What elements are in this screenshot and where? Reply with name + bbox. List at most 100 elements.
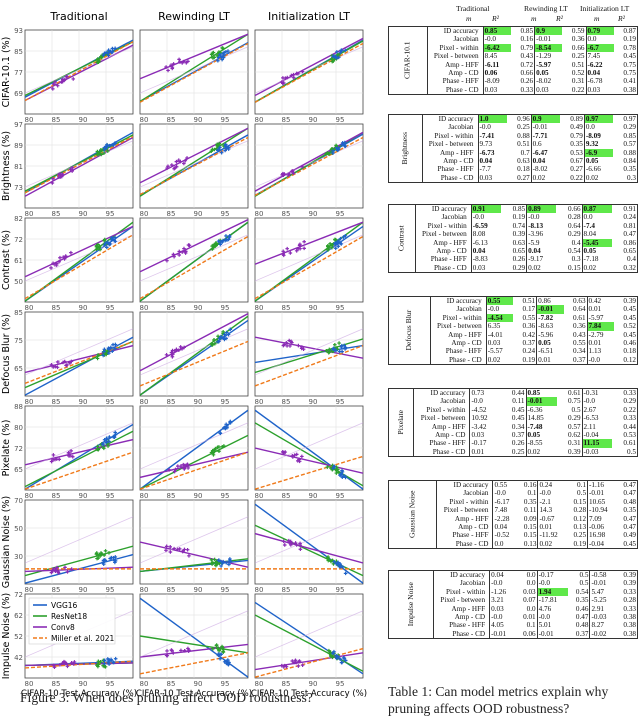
conv-point [171, 651, 176, 655]
metric-value: -5.57 [487, 347, 503, 356]
resnet-point [325, 465, 330, 469]
x-tick-label: 95 [336, 210, 345, 218]
table-row: Pixel - within -7.41 0.88 -7.71 0.79 -8.09 0.8… [389, 131, 638, 141]
metric-value: -6.22 [587, 60, 603, 69]
metric-value: -6.11 [484, 60, 500, 69]
metric-label: Phase - CD [436, 539, 494, 549]
metric-value: 14.85 [527, 414, 544, 423]
metric-value: 0.91 [471, 204, 501, 214]
vgg-point [342, 343, 347, 348]
metric-value: 0.33 [623, 604, 636, 613]
block-label: Gaussian Noise [388, 480, 438, 549]
metric-value: 5.01 [538, 621, 552, 630]
trend-lines [255, 37, 363, 103]
metric-value: 0.22 [559, 173, 585, 183]
conv-point [285, 344, 289, 348]
metric-value: 0.24 [539, 481, 553, 489]
conv-point [72, 660, 77, 664]
vgg-point [334, 656, 339, 661]
conv-point [287, 172, 292, 176]
vgg-point [339, 660, 344, 665]
metric-value: -6.36 [527, 405, 543, 414]
conv-point [55, 568, 59, 573]
x-tick-label: 90 [309, 586, 318, 594]
vgg-point [338, 473, 342, 478]
vgg-point [102, 658, 107, 663]
metric-value: 0.31 [557, 439, 583, 448]
resnet-point [102, 151, 106, 156]
resnet-point [94, 243, 99, 248]
conv-point [298, 246, 302, 251]
metric-value: 0.62 [557, 431, 583, 440]
metric-label: Phase - CD [413, 447, 471, 457]
resnet-point [94, 551, 99, 555]
reference-line [140, 516, 248, 564]
x-tick-label: 80 [255, 304, 264, 312]
metric-label: Amp - HFF [430, 330, 487, 340]
table-row: Phase - CD -0.01 0.06 -0.01 0.37 -0.02 0.38 [389, 629, 638, 639]
metric-value: 0.46 [567, 604, 591, 614]
resnet-trend-line [25, 41, 133, 97]
vgg-point [110, 46, 115, 51]
vgg-point [112, 435, 116, 439]
table-row: Amp - HFF -2.28 0.09 -0.67 0.12 7.09 0.47 [389, 514, 638, 524]
conv-point [53, 80, 57, 84]
legend-label: ResNet18 [51, 612, 87, 621]
conv-point [302, 246, 306, 251]
metric-value: 0.33 [510, 85, 536, 95]
table-row: Amp - HFF -3.42 0.34 -7.48 0.57 2.11 0.44 [389, 422, 638, 432]
metric-value: 0.03 [479, 173, 493, 182]
resnet-trend-line [140, 33, 248, 102]
metric-value: 0.85 [500, 204, 528, 214]
metric-value: -0.58 [591, 571, 607, 579]
conv-point [174, 164, 179, 169]
conv-point [294, 452, 299, 457]
table-row: Brightness ID accuracy 1.0 0.96 0.9 0.89 0.97 0… [388, 114, 638, 183]
x-tick-label: 95 [336, 586, 345, 594]
x-tick-label: 80 [140, 680, 149, 688]
metric-value: -7.18 [583, 255, 599, 264]
conv-point [185, 462, 189, 467]
vgg-point [218, 52, 222, 57]
vgg-point [224, 146, 229, 151]
conv-point [180, 61, 185, 65]
vgg-point [107, 439, 111, 444]
metric-value: 8.04 [583, 230, 597, 239]
metric-value: 0.04 [494, 523, 508, 532]
metric-value: 0.01 [539, 523, 553, 532]
vgg-point [104, 440, 109, 445]
metric-value: 0.63 [506, 157, 532, 166]
metric-label: Pixel - between [436, 506, 494, 515]
table-row: Jacobian -0.0 0.11 -0.01 0.75 -0.0 0.29 [389, 397, 638, 406]
y-tick-label: 65 [14, 466, 23, 474]
table-subheader: m [594, 14, 600, 23]
conv-point [174, 347, 179, 352]
x-tick-label: 95 [106, 492, 115, 500]
conv-trend-line [255, 447, 363, 474]
x-tick-label: 85 [167, 304, 176, 312]
table-block-defocus-blur: Defocus Blur ID accuracy 0.55 0.51 0.86 0.63 0… [388, 296, 638, 366]
y-tick-label: 50 [14, 278, 23, 286]
conv-point [49, 266, 53, 270]
vgg-point [223, 143, 228, 147]
metric-value: 2.91 [591, 604, 605, 613]
metric-value: 0.04 [472, 247, 486, 256]
conv-trend-line [25, 136, 133, 197]
metric-value: 0.45 [623, 313, 636, 322]
metric-value: 0.19 [513, 355, 538, 365]
resnet-point [96, 662, 101, 667]
metric-label: Pixel - within [436, 497, 494, 507]
vgg-point [226, 49, 230, 53]
metric-value: -8.54 [534, 43, 563, 53]
vgg-point [102, 145, 107, 150]
vgg-point [335, 561, 340, 566]
trend-lines [140, 516, 248, 573]
metric-value: 0.54 [567, 587, 591, 597]
conv-trend-line [140, 33, 248, 80]
reference-line [25, 140, 133, 188]
conv-point [164, 544, 169, 549]
metric-value: 0.46 [623, 339, 636, 348]
trend-lines [140, 597, 248, 678]
table-row: Jacobian -0.0 0.16 -0.01 0.36 0.0 0.19 [389, 35, 638, 44]
resnet-point [215, 142, 220, 147]
